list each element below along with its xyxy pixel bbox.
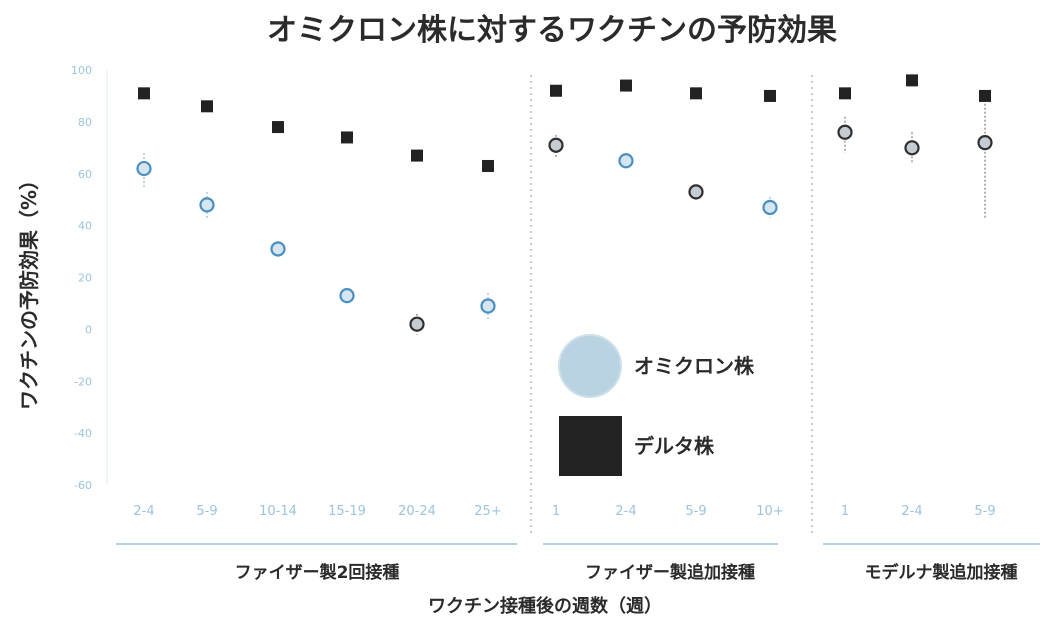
legend-delta-marker xyxy=(559,416,622,476)
x-tick-label: 5-9 xyxy=(974,504,995,519)
x-tick-label: 1 xyxy=(841,504,849,519)
omicron-point xyxy=(199,197,215,213)
omicron-point xyxy=(339,288,355,304)
y-tick-label: 60 xyxy=(78,168,92,181)
x-tick-label: 1 xyxy=(552,504,560,519)
y-tick-label: -40 xyxy=(74,427,92,440)
legend-omicron-marker xyxy=(558,334,622,398)
y-tick-label: 20 xyxy=(78,272,92,285)
delta-point xyxy=(411,149,423,162)
y-tick-label: 100 xyxy=(71,64,92,77)
x-tick-label: 2-4 xyxy=(133,504,154,519)
y-tick-label: 40 xyxy=(78,220,92,233)
omicron-point xyxy=(136,160,152,177)
y-tick-label: 80 xyxy=(78,116,92,129)
legend: オミクロン株 デルタ株 xyxy=(558,334,755,476)
x-tick-label: 2-4 xyxy=(615,504,636,519)
delta-point xyxy=(341,131,353,144)
group-label: モデルナ製追加接種 xyxy=(865,562,1018,583)
delta-point xyxy=(620,79,632,92)
group-label: ファイザー製追加接種 xyxy=(585,562,755,583)
x-tick-label: 2-4 xyxy=(901,504,922,519)
legend-omicron-label: オミクロン株 xyxy=(634,354,755,378)
y-tick-label: -20 xyxy=(74,375,92,388)
delta-point xyxy=(272,121,284,134)
x-axis-label: ワクチン接種後の週数（週） xyxy=(428,595,662,617)
delta-point xyxy=(201,100,213,113)
delta-point xyxy=(979,89,991,102)
delta-point xyxy=(482,159,494,172)
x-tick-label: 10-14 xyxy=(259,504,297,519)
x-tick-label: 5-9 xyxy=(685,504,706,519)
x-tick-label: 10+ xyxy=(756,504,783,519)
y-tick-label: -60 xyxy=(74,479,92,492)
omicron-point xyxy=(837,124,853,140)
x-tick-label: 20-24 xyxy=(398,504,436,519)
x-tick-label: 5-9 xyxy=(196,504,217,519)
y-axis-label: ワクチンの予防効果（%） xyxy=(17,170,41,410)
legend-delta-label: デルタ株 xyxy=(634,434,715,458)
omicron-point xyxy=(977,135,993,151)
omicron-point xyxy=(270,241,286,257)
delta-point xyxy=(550,84,562,97)
chart-title: オミクロン株に対するワクチンの予防効果 xyxy=(267,13,837,48)
delta-point xyxy=(764,89,776,102)
omicron-point xyxy=(480,298,496,314)
x-tick-label: 25+ xyxy=(474,504,501,519)
omicron-point xyxy=(904,140,920,156)
x-tick-label: 15-19 xyxy=(328,504,366,519)
delta-point xyxy=(906,74,918,87)
omicron-point xyxy=(762,199,778,216)
delta-point xyxy=(839,87,851,100)
data-marks xyxy=(136,74,993,335)
delta-point xyxy=(138,87,150,100)
plot-area: 100 80 60 40 20 0 -20 -40 -60 2-4 5-9 10-14 15-19 20-… xyxy=(71,64,1040,583)
omicron-point xyxy=(688,184,704,200)
omicron-point xyxy=(618,153,634,169)
omicron-point xyxy=(548,137,564,153)
y-tick-label: 0 xyxy=(85,323,92,336)
group-label: ファイザー製2回接種 xyxy=(235,562,400,583)
delta-point xyxy=(690,87,702,100)
omicron-point xyxy=(409,316,425,332)
